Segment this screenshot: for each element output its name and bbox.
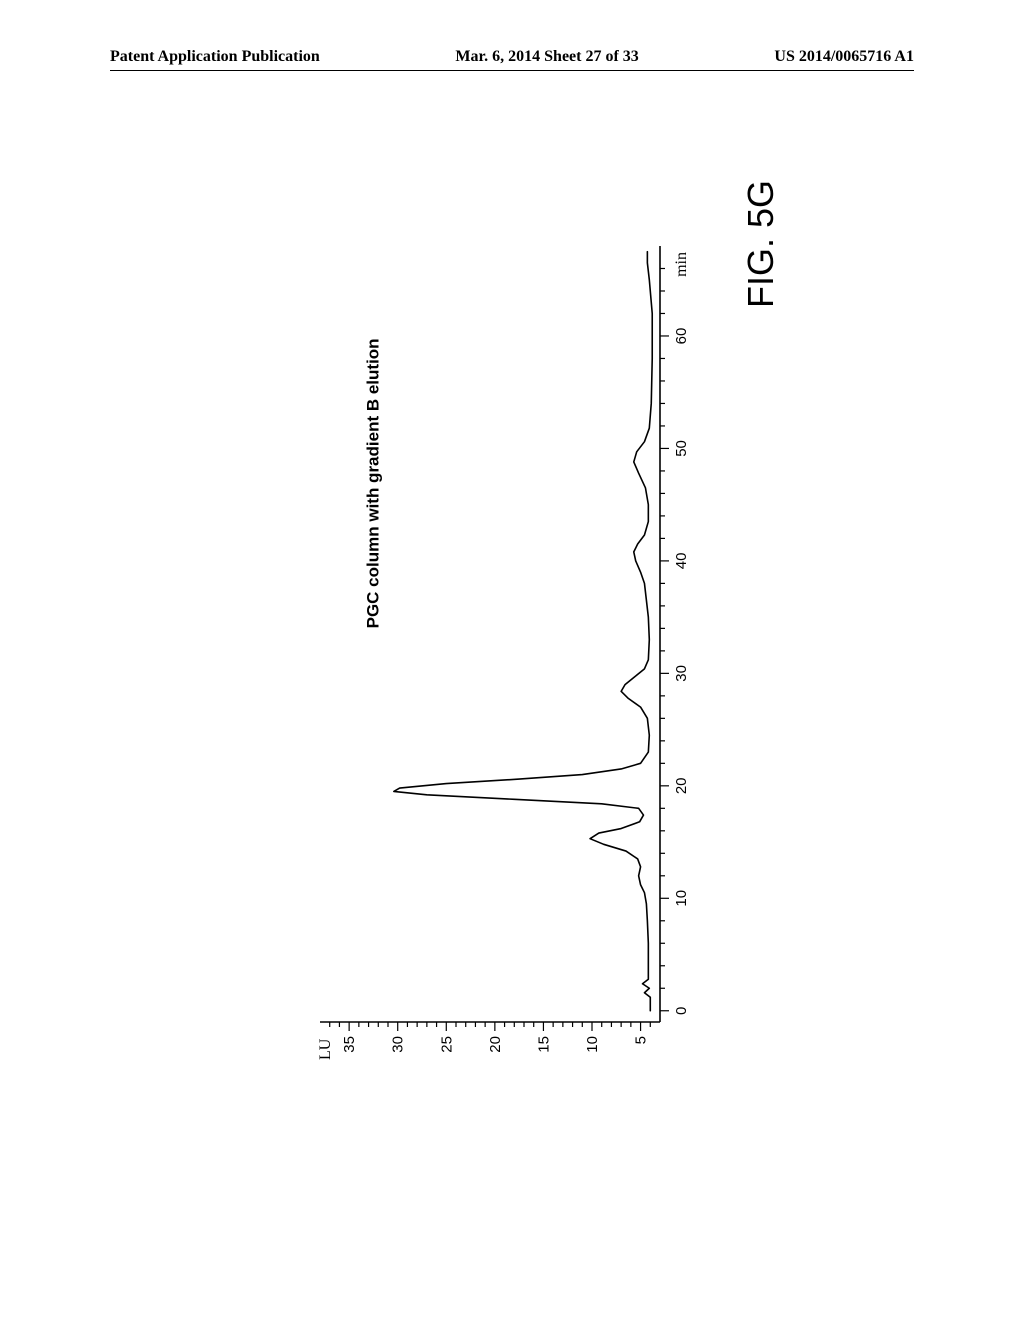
header-center: Mar. 6, 2014 Sheet 27 of 33 — [455, 48, 638, 66]
svg-text:5: 5 — [633, 1036, 650, 1044]
svg-text:10: 10 — [673, 890, 690, 907]
svg-text:0: 0 — [673, 1007, 690, 1015]
header-left: Patent Application Publication — [110, 48, 320, 66]
svg-text:30: 30 — [390, 1036, 407, 1053]
svg-text:20: 20 — [487, 1036, 504, 1053]
svg-text:30: 30 — [673, 665, 690, 682]
svg-text:LU: LU — [317, 1038, 334, 1060]
figure-wrap: 5101520253035LU0102030405060minPGC colum… — [72, 450, 952, 870]
svg-text:min: min — [673, 252, 690, 277]
header-rule — [110, 70, 914, 71]
svg-text:60: 60 — [673, 328, 690, 345]
svg-text:20: 20 — [673, 777, 690, 794]
chromatogram-chart: 5 10 15 20 25 30 35 LU 0 10 20 30 40 50 60 min PGC colum… — [302, 220, 722, 1100]
svg-text:25: 25 — [438, 1036, 455, 1053]
header-right: US 2014/0065716 A1 — [774, 48, 914, 66]
svg-text:PGC column with gradient B elu: PGC column with gradient B elution — [363, 338, 382, 628]
svg-text:10: 10 — [584, 1036, 601, 1053]
svg-text:40: 40 — [673, 553, 690, 570]
svg-text:35: 35 — [341, 1036, 358, 1053]
svg-text:50: 50 — [673, 440, 690, 457]
chart-svg: 5 10 15 20 25 30 35 LU 0 10 20 30 40 50 60 min PGC colum… — [302, 220, 722, 1100]
figure-caption: FIG. 5G — [740, 180, 782, 308]
svg-text:15: 15 — [535, 1036, 552, 1053]
page-header: Patent Application Publication Mar. 6, 2… — [0, 48, 1024, 66]
figure-rotated: 5 10 15 20 25 30 35 LU 0 10 20 30 40 50 60 min PGC colum… — [302, 220, 722, 1100]
